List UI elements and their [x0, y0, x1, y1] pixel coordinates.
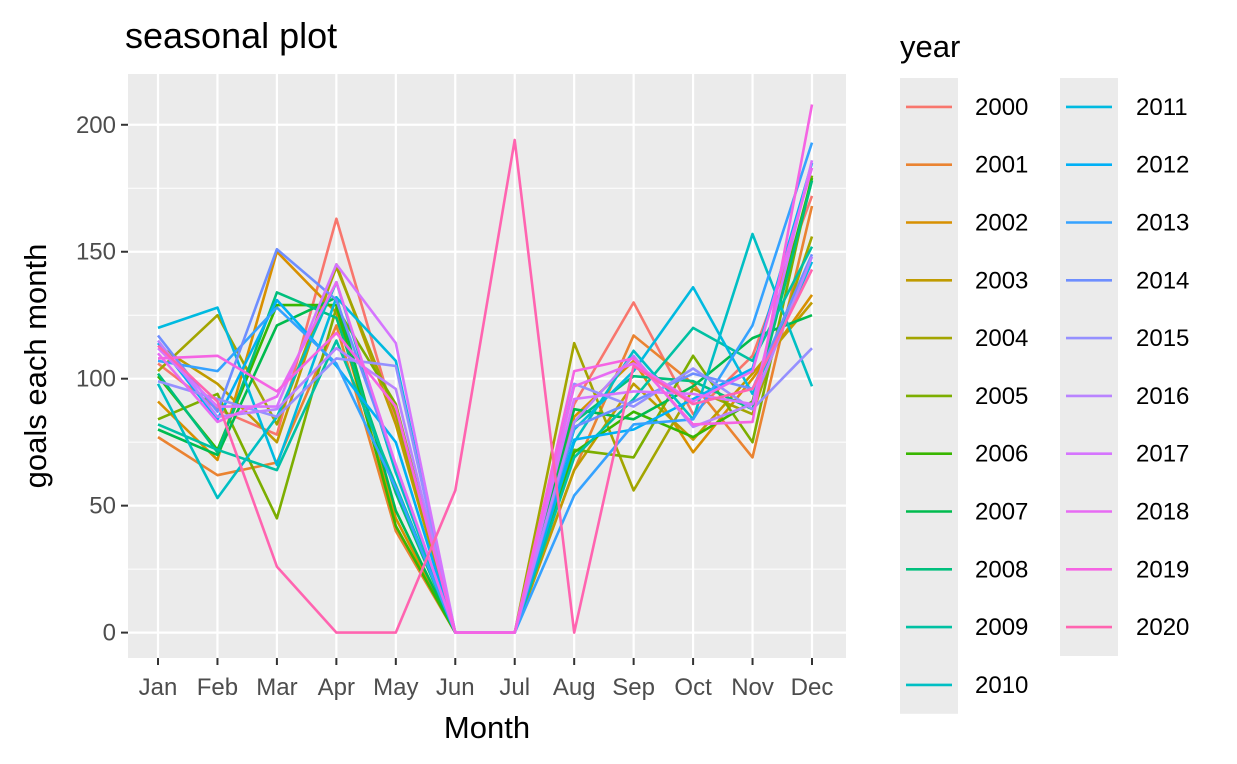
- legend-label-2011: 2011: [1136, 94, 1188, 121]
- legend-label-2019: 2019: [1136, 556, 1189, 583]
- legend-label-2007: 2007: [975, 499, 1028, 526]
- x-axis: Jan Feb Mar Apr May Jun Jul Aug Sep Oct Nov Dec: [139, 658, 834, 701]
- grid-major: [128, 74, 846, 658]
- y-tick-label: 100: [76, 366, 116, 393]
- legend-label-2005: 2005: [975, 383, 1028, 410]
- legend-label-2010: 2010: [975, 672, 1028, 699]
- legend-label-2018: 2018: [1136, 499, 1189, 526]
- legend-label-2000: 2000: [975, 94, 1028, 121]
- legend-label-2002: 2002: [975, 210, 1028, 237]
- legend-label-2009: 2009: [975, 614, 1028, 641]
- y-axis-title: goals each month: [18, 244, 53, 489]
- y-tick-label: 50: [89, 493, 116, 520]
- chart-title: seasonal plot: [125, 15, 337, 56]
- x-tick-label: Jul: [499, 674, 530, 701]
- y-axis: 0 50 100 150 200: [76, 112, 128, 647]
- legend-label-2001: 2001: [975, 152, 1028, 179]
- series-line-2020: [157, 138, 814, 634]
- legend-label-2020: 2020: [1136, 614, 1189, 641]
- x-tick-label: May: [373, 674, 418, 701]
- legend-label-2015: 2015: [1136, 325, 1189, 352]
- legend-label-2017: 2017: [1136, 441, 1189, 468]
- x-tick-label: Dec: [791, 674, 834, 701]
- x-tick-label: Feb: [197, 674, 238, 701]
- x-tick-label: Jan: [139, 674, 178, 701]
- x-tick-label: Oct: [674, 674, 712, 701]
- y-tick-label: 150: [76, 239, 116, 266]
- x-tick-label: Nov: [731, 674, 774, 701]
- x-tick-label: Mar: [256, 674, 297, 701]
- series-lines: [156, 104, 814, 634]
- legend-label-2013: 2013: [1136, 210, 1189, 237]
- legend-label-2006: 2006: [975, 441, 1028, 468]
- legend-title: year: [900, 29, 960, 64]
- y-tick-label: 200: [76, 112, 116, 139]
- legend-label-2014: 2014: [1136, 267, 1189, 294]
- x-tick-label: Jun: [436, 674, 475, 701]
- legend-label-2003: 2003: [975, 267, 1028, 294]
- legend-label-2012: 2012: [1136, 152, 1189, 179]
- x-tick-label: Sep: [612, 674, 655, 701]
- legend-label-2016: 2016: [1136, 383, 1189, 410]
- y-tick-label: 0: [103, 620, 116, 647]
- x-axis-title: Month: [444, 710, 530, 745]
- x-tick-label: Apr: [318, 674, 355, 701]
- legend-key-background: [1060, 78, 1118, 656]
- legend-label-2008: 2008: [975, 556, 1028, 583]
- legend: 2000 2001 2002 2003 2004 2005 2006 2007 2008 2009…: [900, 78, 1189, 714]
- legend-label-2004: 2004: [975, 325, 1028, 352]
- series-line-2019: [157, 104, 814, 634]
- x-tick-label: Aug: [553, 674, 596, 701]
